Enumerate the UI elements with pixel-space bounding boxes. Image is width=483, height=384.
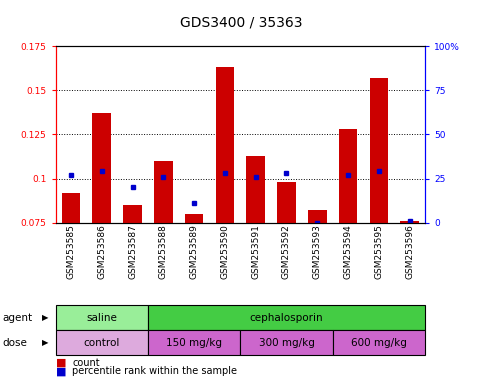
Bar bbox=[400, 221, 419, 223]
Bar bbox=[185, 214, 203, 223]
Text: ▶: ▶ bbox=[42, 313, 48, 322]
Text: ■: ■ bbox=[56, 358, 66, 368]
Bar bbox=[308, 210, 327, 223]
Text: dose: dose bbox=[2, 338, 28, 348]
Text: control: control bbox=[84, 338, 120, 348]
Text: count: count bbox=[72, 358, 100, 368]
Bar bbox=[277, 182, 296, 223]
Bar bbox=[92, 113, 111, 223]
Bar bbox=[246, 156, 265, 223]
Bar bbox=[154, 161, 172, 223]
Text: GDS3400 / 35363: GDS3400 / 35363 bbox=[180, 15, 303, 29]
Bar bbox=[339, 129, 357, 223]
Text: cephalosporin: cephalosporin bbox=[250, 313, 323, 323]
Bar bbox=[215, 67, 234, 223]
Text: 600 mg/kg: 600 mg/kg bbox=[351, 338, 407, 348]
Text: 150 mg/kg: 150 mg/kg bbox=[166, 338, 222, 348]
Bar bbox=[369, 78, 388, 223]
Text: 300 mg/kg: 300 mg/kg bbox=[258, 338, 314, 348]
Text: saline: saline bbox=[86, 313, 117, 323]
Bar bbox=[62, 193, 80, 223]
Text: ▶: ▶ bbox=[42, 338, 48, 347]
Text: percentile rank within the sample: percentile rank within the sample bbox=[72, 366, 238, 376]
Bar bbox=[123, 205, 142, 223]
Text: ■: ■ bbox=[56, 366, 66, 376]
Text: agent: agent bbox=[2, 313, 32, 323]
